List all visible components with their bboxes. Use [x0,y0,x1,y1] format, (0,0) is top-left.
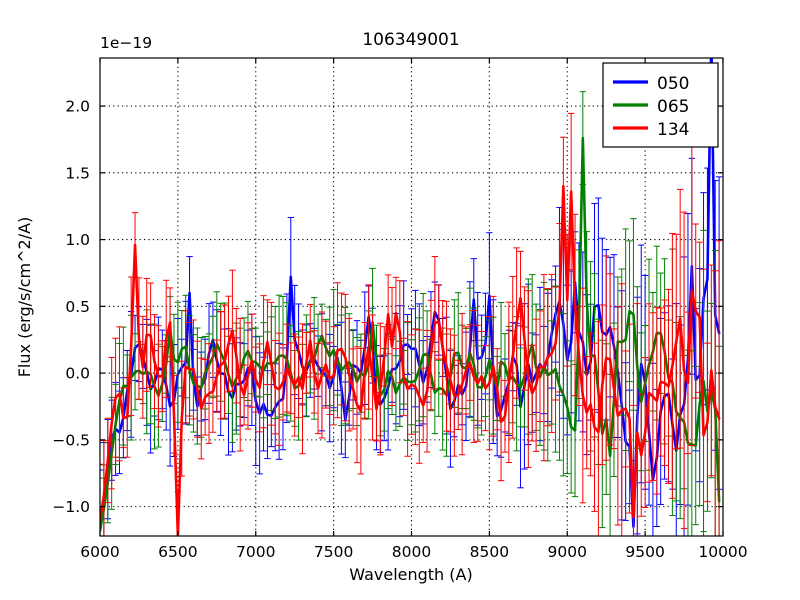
legend-label-134[interactable]: 134 [657,120,689,140]
x-tick-label: 10000 [698,543,747,561]
y-axis-offset-label: 1e−19 [100,34,152,52]
y-tick-label: 2.0 [65,98,90,116]
page-title: 106349001 [362,30,459,50]
x-tick-label: 9500 [625,543,664,561]
x-tick-label: 7500 [314,543,353,561]
y-tick-label: 1.5 [65,164,90,182]
tick-layer [99,58,724,536]
x-axis-label: Wavelength (A) [349,565,472,584]
series-line-065 [100,136,721,532]
y-tick-label: 1.0 [65,231,90,249]
series-layer [100,58,723,536]
legend-label-050[interactable]: 050 [657,74,689,94]
y-tick-label: −0.5 [52,431,90,449]
x-tick-label: 6000 [80,543,119,561]
legend[interactable]: 050 065 134 [602,62,719,148]
series-line-134 [100,184,721,536]
x-tick-label: 9000 [548,543,587,561]
y-tick-label: 0.0 [65,365,90,383]
x-tick-label: 7000 [236,543,275,561]
x-tick-label: 8500 [470,543,509,561]
legend-label-065[interactable]: 065 [657,97,689,117]
legend-box [602,62,719,148]
y-tick-label: 0.5 [65,298,90,316]
x-tick-label: 6500 [158,543,197,561]
series-134 [100,112,723,536]
y-tick-label: −1.0 [52,498,90,516]
y-axis-label: Flux (erg/s/cm^2/A) [15,217,34,378]
x-tick-label: 8000 [392,543,431,561]
